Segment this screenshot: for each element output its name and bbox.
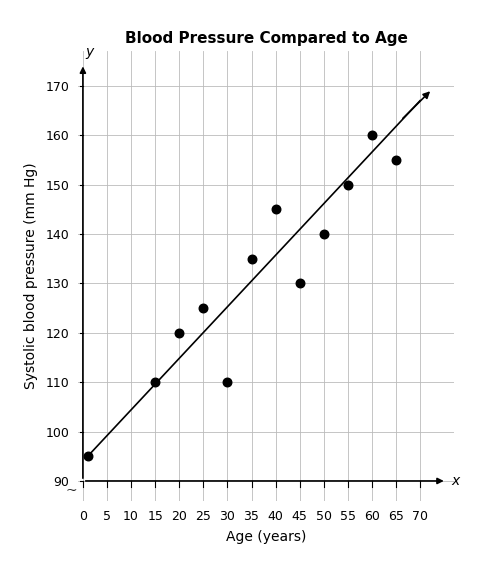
Point [84,452,92,461]
Text: ~: ~ [65,484,77,498]
Point [224,378,231,387]
Point [200,303,207,312]
Point [296,279,304,288]
Point [175,328,183,337]
Text: x: x [451,474,460,488]
Y-axis label: Systolic blood pressure (mm Hg): Systolic blood pressure (mm Hg) [24,163,38,389]
Point [247,254,255,263]
Point [320,229,327,238]
Title: Blood Pressure Compared to Age: Blood Pressure Compared to Age [124,31,407,46]
Text: y: y [85,44,94,59]
Point [151,378,159,387]
Point [392,155,400,164]
Point [368,131,376,140]
Point [344,180,352,189]
X-axis label: Age (years): Age (years) [226,530,306,544]
Point [272,205,280,214]
